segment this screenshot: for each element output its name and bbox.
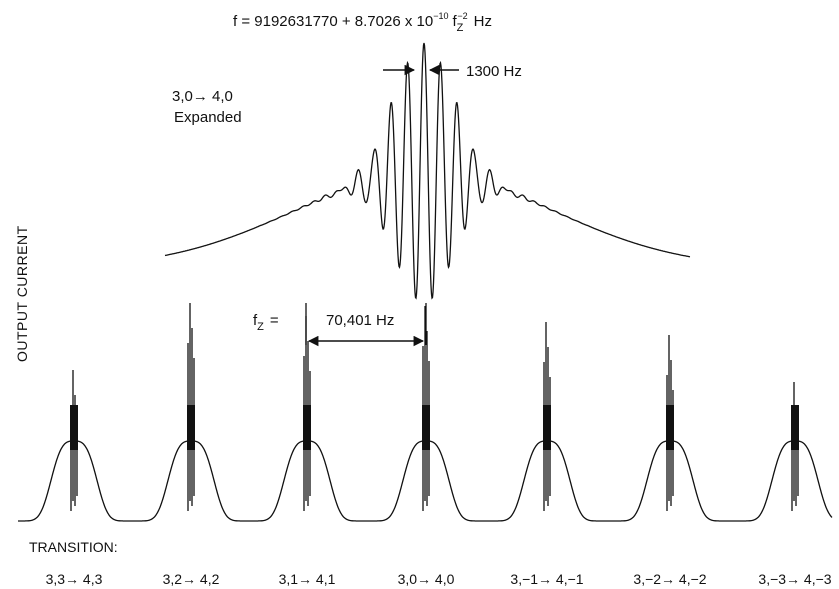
linewidth-label: 1300 Hz bbox=[466, 63, 522, 80]
transition-label: 3,−1→ 4,−1 bbox=[510, 571, 583, 587]
y-axis-label: OUTPUT CURRENT bbox=[14, 225, 30, 362]
central-fringe-spikes bbox=[70, 303, 799, 511]
transition-label: 3,−2→ 4,−2 bbox=[633, 571, 706, 587]
transition-label: 3,1→ 4,1 bbox=[279, 571, 336, 587]
transition-peak-core bbox=[187, 405, 195, 450]
transition-labels: 3,3→ 4,3 3,2→ 4,2 3,1→ 4,1 3,0→ 4,0 3,−1→ 4,… bbox=[46, 571, 832, 587]
spacing-label: fZ = bbox=[253, 312, 279, 333]
transition-peak-core bbox=[791, 405, 799, 450]
expanded-resonance-curve bbox=[164, 42, 691, 300]
frequency-formula: f = 9192631770 + 8.7026 x 10−10 fZ−2 Hz bbox=[233, 11, 492, 34]
transition-peak-core bbox=[543, 405, 551, 450]
transition-label: 3,0→ 4,0 bbox=[398, 571, 455, 587]
transition-peak-core bbox=[422, 405, 430, 450]
spacing-value: 70,401 Hz bbox=[326, 312, 394, 329]
transition-peak-core bbox=[666, 405, 674, 450]
transition-label: 3,−3→ 4,−3 bbox=[758, 571, 831, 587]
expanded-note: Expanded bbox=[174, 109, 242, 126]
transition-peak-core bbox=[70, 405, 78, 450]
transition-label: 3,3→ 4,3 bbox=[46, 571, 103, 587]
transition-label: 3,2→ 4,2 bbox=[163, 571, 220, 587]
expanded-transition-label: 3,0→ 4,0 bbox=[172, 88, 233, 105]
transition-heading: TRANSITION: bbox=[29, 539, 118, 555]
transition-peak-core bbox=[303, 405, 311, 450]
